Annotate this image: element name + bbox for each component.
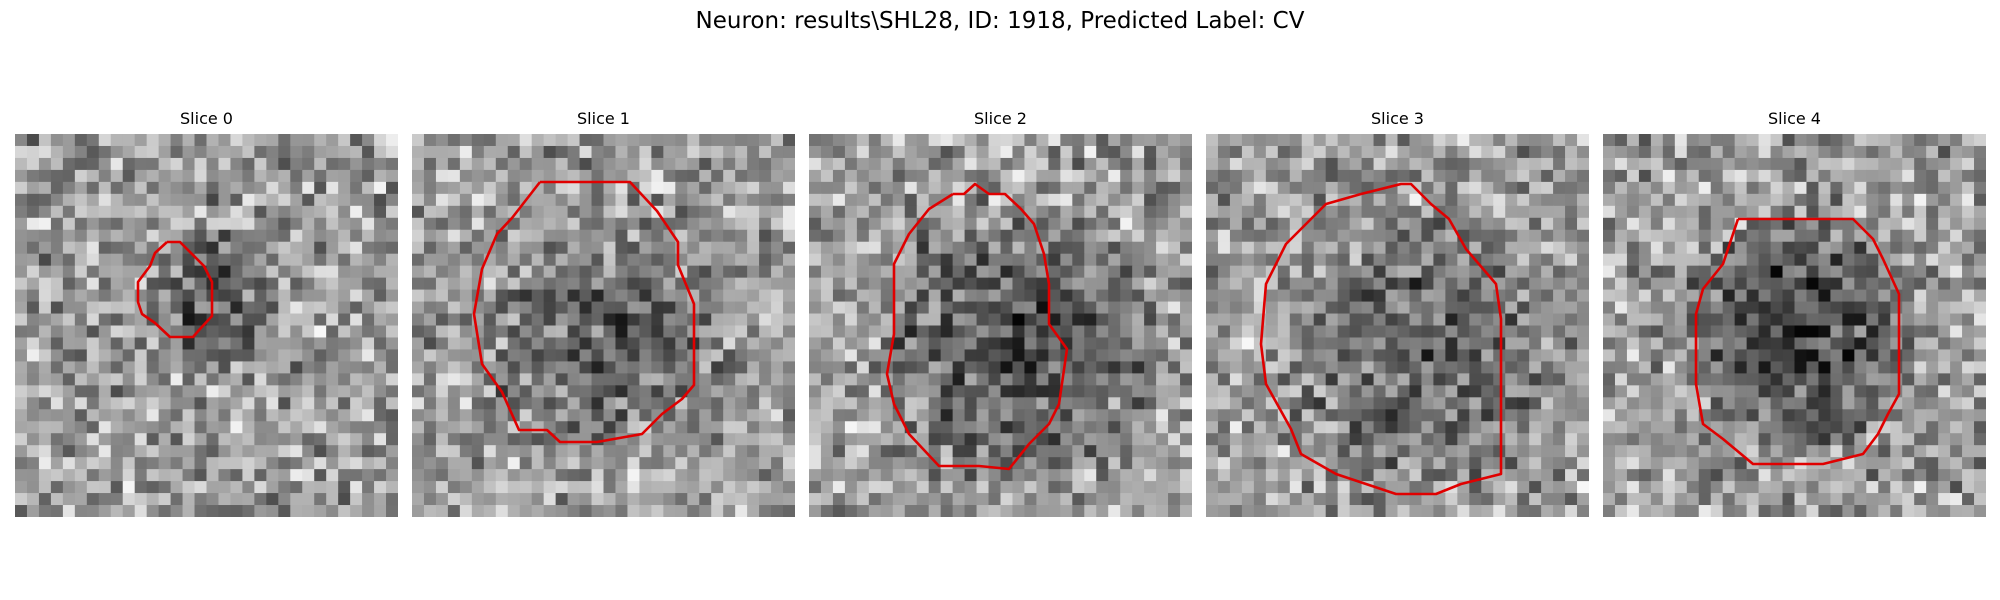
pixel-grid bbox=[1206, 134, 1589, 517]
contour-line bbox=[885, 182, 1069, 471]
slice-image-2 bbox=[809, 134, 1192, 517]
slice-image-0 bbox=[15, 134, 398, 517]
pixel-grid bbox=[412, 134, 795, 517]
slice-title-4: Slice 4 bbox=[1768, 109, 1821, 128]
slice-title-2: Slice 2 bbox=[974, 109, 1027, 128]
slice-image-1 bbox=[412, 134, 795, 517]
figure-title: Neuron: results\SHL28, ID: 1918, Predict… bbox=[695, 8, 1305, 34]
pixel-grid bbox=[1603, 134, 1986, 517]
slice-title-0: Slice 0 bbox=[180, 109, 233, 128]
slice-title-1: Slice 1 bbox=[577, 109, 630, 128]
contour-line bbox=[136, 240, 214, 339]
pixel-grid bbox=[15, 134, 398, 517]
contour-line bbox=[472, 180, 696, 444]
contour-line bbox=[1694, 217, 1901, 466]
slice-image-4 bbox=[1603, 134, 1986, 517]
contour-line bbox=[1259, 182, 1503, 496]
pixel-grid bbox=[809, 134, 1192, 517]
slice-title-3: Slice 3 bbox=[1371, 109, 1424, 128]
slice-image-3 bbox=[1206, 134, 1589, 517]
